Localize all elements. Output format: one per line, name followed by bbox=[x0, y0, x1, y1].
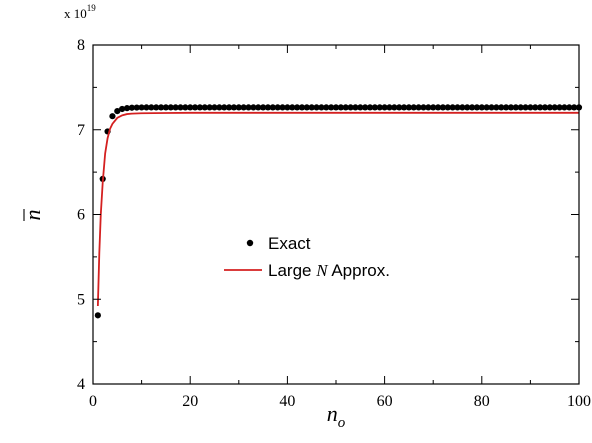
axis-ticks: 0 20 40 60 80 100 4 5 6 7 8 bbox=[77, 37, 591, 410]
x-tick-label: 0 bbox=[89, 393, 97, 410]
y-tick-label: 5 bbox=[77, 291, 85, 308]
legend-label-approx: Large N Approx. bbox=[268, 261, 390, 280]
plot-frame bbox=[93, 45, 579, 384]
plot-marks bbox=[95, 104, 582, 318]
data-point-exact bbox=[95, 312, 101, 318]
x-axis-title-main: n bbox=[327, 401, 338, 426]
y-axis-title-text: n bbox=[20, 210, 45, 221]
legend-label-approx-part3: Approx. bbox=[328, 261, 390, 280]
y-multiplier-prefix: x 10 bbox=[64, 6, 87, 21]
x-axis-title: no bbox=[327, 401, 346, 431]
x-tick-label: 40 bbox=[279, 393, 295, 410]
y-tick-label: 6 bbox=[77, 207, 85, 224]
x-tick-label: 60 bbox=[377, 393, 393, 410]
legend: Exact Large N Approx. bbox=[224, 234, 390, 280]
x-tick-label: 100 bbox=[567, 393, 591, 410]
y-tick-label: 4 bbox=[77, 376, 85, 393]
legend-label-exact: Exact bbox=[268, 234, 311, 253]
legend-label-approx-part1: Large bbox=[268, 261, 316, 280]
legend-marker-exact bbox=[247, 240, 253, 246]
y-multiplier-label: x 1019 bbox=[64, 3, 96, 21]
x-tick-label: 80 bbox=[474, 393, 490, 410]
x-axis-title-subscript: o bbox=[338, 415, 346, 431]
y-multiplier-exponent: 19 bbox=[87, 3, 97, 13]
x-tick-label: 20 bbox=[182, 393, 198, 410]
y-tick-label: 7 bbox=[77, 122, 85, 139]
data-point-exact bbox=[109, 113, 115, 119]
y-tick-label: 8 bbox=[77, 37, 85, 54]
y-axis-title: n bbox=[20, 209, 45, 221]
